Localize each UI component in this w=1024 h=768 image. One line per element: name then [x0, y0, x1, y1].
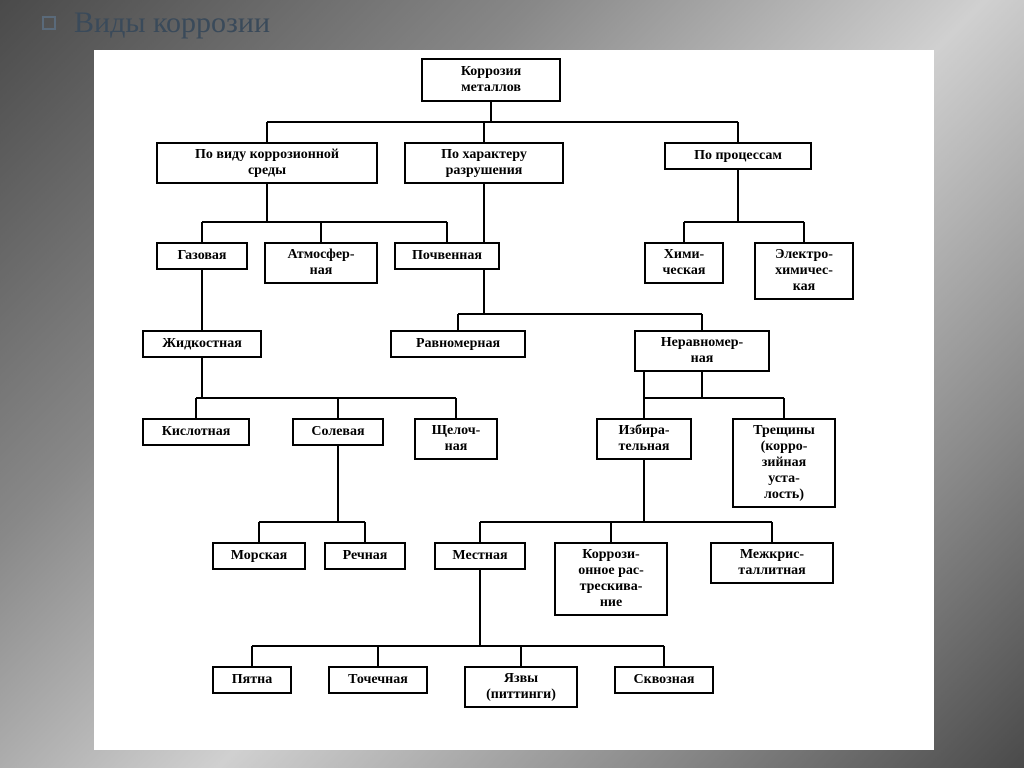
node-crack: Трещины(корро-зийнаяуста-лость): [732, 418, 836, 508]
bullet-icon: [42, 16, 56, 30]
slide-title-row: Виды коррозии: [42, 6, 270, 40]
node-cat2: По характеруразрушения: [404, 142, 564, 184]
node-cat3: По процессам: [664, 142, 812, 170]
node-inter: Межкрис-таллитная: [710, 542, 834, 584]
node-uniform: Равномерная: [390, 330, 526, 358]
node-point: Точечная: [328, 666, 428, 694]
node-salt: Солевая: [292, 418, 384, 446]
node-alk: Щелоч-ная: [414, 418, 498, 460]
node-echem: Электро-химичес-кая: [754, 242, 854, 300]
node-acid: Кислотная: [142, 418, 250, 446]
node-soil: Почвенная: [394, 242, 500, 270]
node-through: Сквозная: [614, 666, 714, 694]
node-spots: Пятна: [212, 666, 292, 694]
node-root: Коррозияметаллов: [421, 58, 561, 102]
node-chem: Хими-ческая: [644, 242, 724, 284]
node-atm: Атмосфер-ная: [264, 242, 378, 284]
node-cat1: По виду коррозионнойсреды: [156, 142, 378, 184]
node-pits: Язвы(питтинги): [464, 666, 578, 708]
node-nonunif: Неравномер-ная: [634, 330, 770, 372]
node-river: Речная: [324, 542, 406, 570]
node-gas: Газовая: [156, 242, 248, 270]
node-liquid: Жидкостная: [142, 330, 262, 358]
diagram-canvas: Коррозияметаллов По виду коррозионнойсред…: [94, 50, 934, 750]
node-select: Избира-тельная: [596, 418, 692, 460]
slide-title: Виды коррозии: [74, 6, 270, 40]
node-sea: Морская: [212, 542, 306, 570]
node-local: Местная: [434, 542, 526, 570]
node-scc: Коррози-онное рас-трескива-ние: [554, 542, 668, 616]
